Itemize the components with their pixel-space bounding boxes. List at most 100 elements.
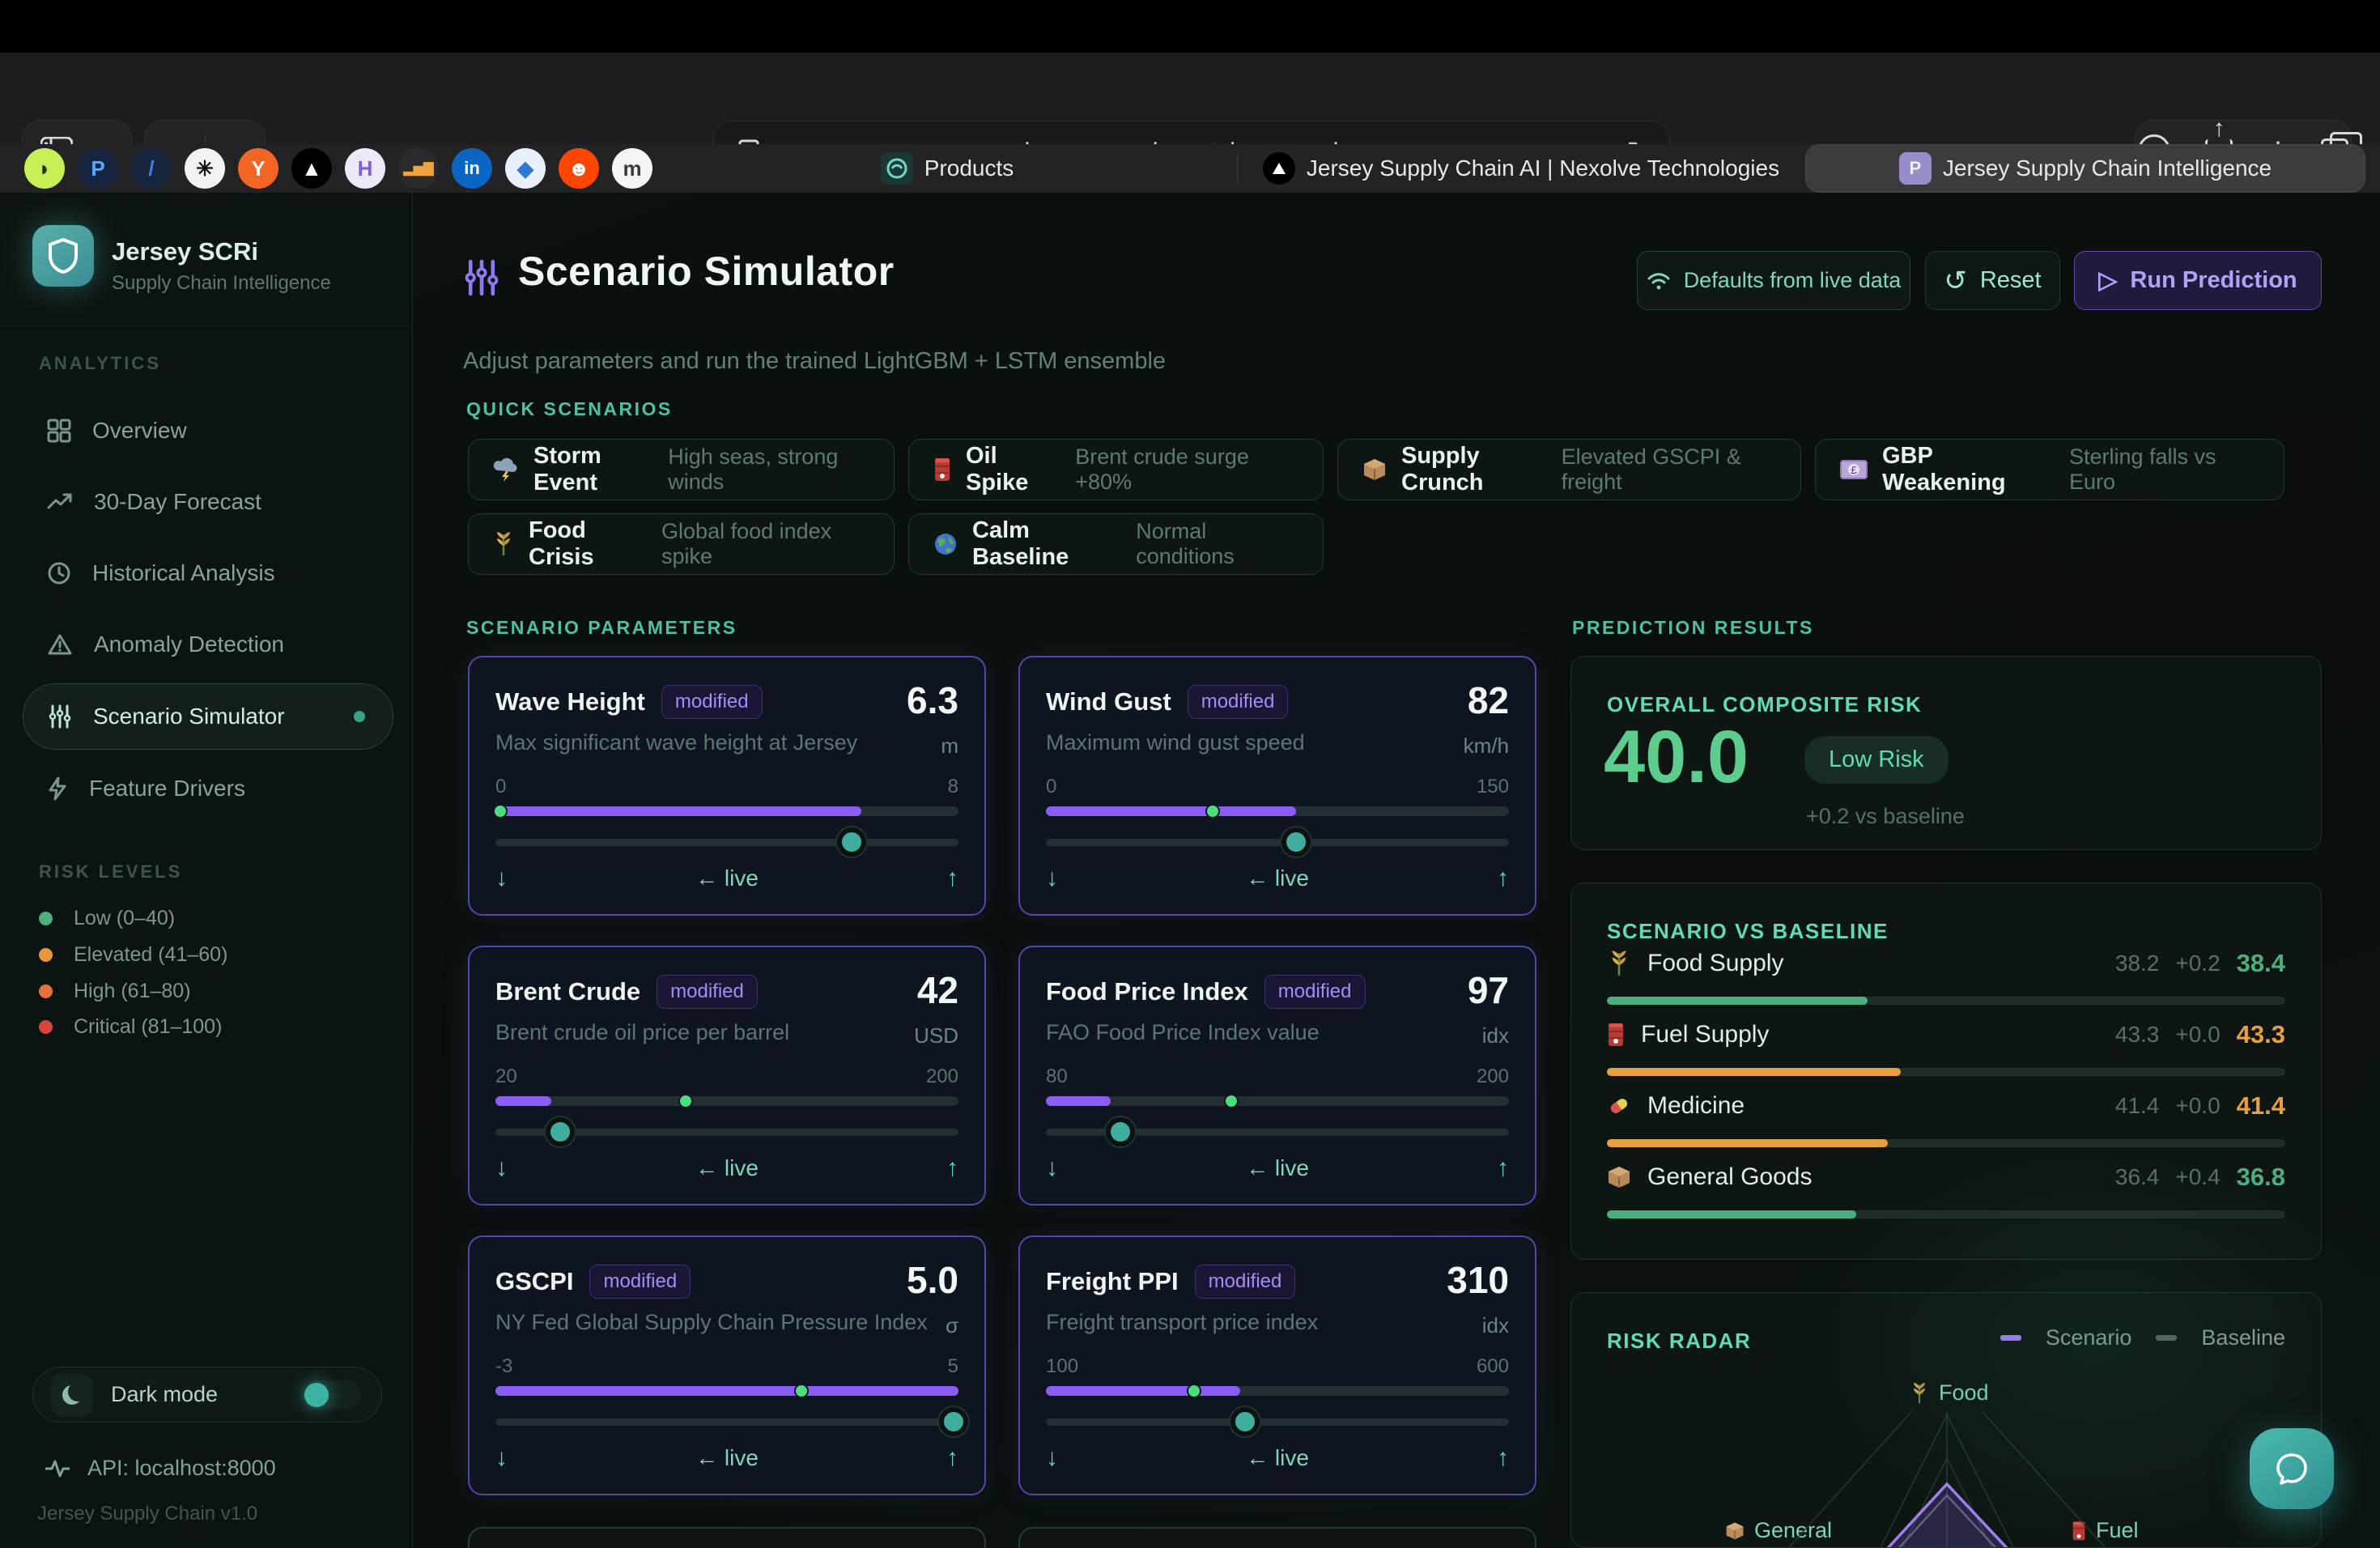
decrement-button[interactable]: ↓ bbox=[495, 865, 508, 891]
scenario-value: 38.4 bbox=[2236, 949, 2285, 977]
favicon-glyph: m bbox=[623, 155, 642, 181]
scenario-chip-calm-baseline[interactable]: Calm Baseline Normal conditions bbox=[908, 513, 1324, 575]
jersey-ai-tab-icon bbox=[1262, 152, 1295, 185]
favicon-glyph: / bbox=[148, 155, 155, 181]
scenario-fill bbox=[1046, 1386, 1241, 1396]
reset-button[interactable]: ↺ Reset bbox=[1925, 251, 2060, 310]
bar-fill bbox=[1607, 997, 1868, 1005]
pinned-favicon-9[interactable]: in bbox=[452, 148, 492, 189]
baseline-legend-dash bbox=[2156, 1335, 2178, 1341]
decrement-button[interactable]: ↓ bbox=[495, 1155, 508, 1181]
increment-button[interactable]: ↑ bbox=[946, 1444, 958, 1471]
pinned-favicon-1[interactable]: ◗ bbox=[24, 148, 65, 189]
sidebar-item-overview[interactable]: Overview bbox=[23, 402, 393, 460]
pinned-favicon-5[interactable]: Y bbox=[238, 148, 278, 189]
sidebar-item-historical[interactable]: Historical Analysis bbox=[23, 544, 393, 602]
set-live-button[interactable]: ← live bbox=[1246, 1445, 1309, 1470]
param-slider[interactable] bbox=[1046, 827, 1509, 857]
pinned-favicon-11[interactable]: ☻ bbox=[559, 148, 599, 189]
decrement-button[interactable]: ↓ bbox=[1046, 1155, 1058, 1181]
increment-button[interactable]: ↑ bbox=[1496, 865, 1509, 891]
dark-mode-toggle[interactable] bbox=[302, 1380, 360, 1410]
scenario-chip-food-crisis[interactable]: Food Crisis Global food index spike bbox=[468, 513, 895, 575]
run-prediction-button[interactable]: ▷ Run Prediction bbox=[2074, 251, 2322, 310]
slider-handle[interactable] bbox=[1105, 1117, 1135, 1146]
decrement-button[interactable]: ↓ bbox=[495, 1444, 508, 1471]
param-card-food-price-index: Food Price Index modified 97 FAO Food Pri… bbox=[1018, 946, 1536, 1206]
tab-active-jersey-intelligence[interactable]: P Jersey Supply Chain Intelligence bbox=[1805, 144, 2365, 193]
set-live-button[interactable]: ← live bbox=[1246, 865, 1309, 891]
pinned-favicon-7[interactable]: H bbox=[345, 148, 385, 189]
scenario-track bbox=[1046, 804, 1509, 819]
active-indicator-dot bbox=[354, 711, 365, 722]
api-status: API: localhost:8000 bbox=[45, 1456, 276, 1481]
scenario-track bbox=[495, 1384, 958, 1398]
param-desc: Freight transport price index bbox=[1046, 1310, 1319, 1334]
chip-name: Oil Spike bbox=[966, 443, 1029, 495]
sidebar-item-feature-drivers[interactable]: Feature Drivers bbox=[23, 759, 393, 818]
param-slider[interactable] bbox=[495, 1407, 969, 1436]
slider-handle[interactable] bbox=[1230, 1407, 1260, 1436]
modified-badge: modified bbox=[657, 975, 758, 1009]
param-slider[interactable] bbox=[495, 827, 958, 857]
wheat-icon bbox=[1910, 1382, 1929, 1405]
pinned-favicon-6[interactable]: ▲ bbox=[291, 148, 332, 189]
decrement-button[interactable]: ↓ bbox=[1046, 1444, 1058, 1471]
set-live-button[interactable]: ← live bbox=[695, 865, 759, 891]
param-title: Freight PPI bbox=[1046, 1267, 1179, 1295]
category-name: Fuel Supply bbox=[1641, 1021, 1770, 1048]
sidebar-item-forecast[interactable]: 30-Day Forecast bbox=[23, 473, 393, 531]
pinned-favicon-12[interactable]: m bbox=[612, 148, 652, 189]
slider-handle[interactable] bbox=[939, 1407, 969, 1436]
scenario-chip-oil-spike[interactable]: Oil Spike Brent crude surge +80% bbox=[908, 439, 1324, 500]
set-live-button[interactable]: ← live bbox=[695, 1155, 759, 1180]
prediction-results-label: PREDICTION RESULTS bbox=[1572, 617, 1814, 638]
tab-jersey-ai[interactable]: Jersey Supply Chain AI | Nexolve Technol… bbox=[1240, 144, 1802, 193]
category-name: General Goods bbox=[1647, 1163, 1813, 1190]
increment-button[interactable]: ↑ bbox=[946, 1155, 958, 1181]
scenario-chip-gbp-weakening[interactable]: £ GBP Weakening Sterling falls vs Euro bbox=[1815, 439, 2284, 500]
slider-handle[interactable] bbox=[837, 827, 867, 857]
set-live-button[interactable]: ← live bbox=[695, 1445, 759, 1470]
modified-badge: modified bbox=[589, 1265, 691, 1299]
set-live-button[interactable]: ← live bbox=[1246, 1155, 1309, 1180]
range-min: 80 bbox=[1046, 1065, 1068, 1087]
pinned-favicon-2[interactable]: P bbox=[78, 148, 118, 189]
pinned-favicon-8[interactable]: ▂▅▇ bbox=[398, 148, 439, 189]
sidebar-item-scenario-simulator[interactable]: Scenario Simulator bbox=[23, 683, 393, 750]
comparison-bar-fuel bbox=[1607, 1068, 2285, 1076]
param-desc: Brent crude oil price per barrel bbox=[495, 1020, 790, 1044]
dark-mode-label: Dark mode bbox=[111, 1382, 219, 1406]
scenario-fill bbox=[1046, 1096, 1111, 1106]
scenario-chip-storm[interactable]: Storm Event High seas, strong winds bbox=[468, 439, 895, 500]
button-label: Run Prediction bbox=[2130, 267, 2297, 293]
slider-handle[interactable] bbox=[546, 1117, 576, 1146]
sidebar-item-anomaly[interactable]: Anomaly Detection bbox=[23, 615, 393, 674]
increment-button[interactable]: ↑ bbox=[1496, 1155, 1509, 1181]
param-slider[interactable] bbox=[1046, 1117, 1509, 1146]
decrement-button[interactable]: ↓ bbox=[1046, 865, 1058, 891]
range-min: 20 bbox=[495, 1065, 517, 1087]
tab-products[interactable]: Products bbox=[672, 144, 1222, 193]
defaults-from-live-button[interactable]: Defaults from live data bbox=[1637, 251, 1910, 310]
increment-button[interactable]: ↑ bbox=[1496, 1444, 1509, 1471]
favicon-glyph: ▲ bbox=[301, 155, 322, 181]
app-version: Jersey Supply Chain v1.0 bbox=[37, 1503, 258, 1525]
range-min: 0 bbox=[495, 776, 507, 797]
favicon-glyph: ◆ bbox=[517, 155, 533, 181]
tab-label: Products bbox=[924, 155, 1014, 181]
param-slider[interactable] bbox=[1046, 1407, 1509, 1436]
comparison-bar-food bbox=[1607, 997, 2285, 1005]
oil-barrel-icon bbox=[933, 457, 951, 483]
param-slider[interactable] bbox=[495, 1117, 958, 1146]
slider-handle[interactable] bbox=[1281, 827, 1311, 857]
chat-fab-button[interactable] bbox=[2250, 1428, 2334, 1509]
chip-desc: Normal conditions bbox=[1136, 519, 1235, 568]
pinned-favicon-4[interactable]: ✳ bbox=[185, 148, 225, 189]
param-actions: ↓ ← live ↑ bbox=[1046, 1151, 1509, 1185]
increment-button[interactable]: ↑ bbox=[946, 865, 958, 891]
range-min: 100 bbox=[1046, 1355, 1079, 1377]
scenario-chip-supply-crunch[interactable]: Supply Crunch Elevated GSCPI & freight bbox=[1337, 439, 1801, 500]
pinned-favicon-3[interactable]: / bbox=[131, 148, 172, 189]
pinned-favicon-10[interactable]: ◆ bbox=[505, 148, 546, 189]
